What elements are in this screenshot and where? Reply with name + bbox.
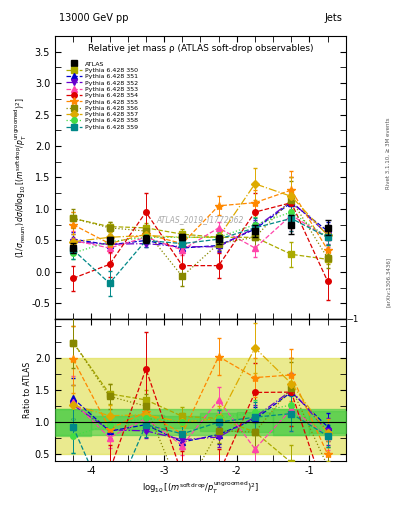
Legend: ATLAS, Pythia 6.428 350, Pythia 6.428 351, Pythia 6.428 352, Pythia 6.428 353, P: ATLAS, Pythia 6.428 350, Pythia 6.428 35… — [64, 59, 141, 132]
Text: −1: −1 — [346, 315, 358, 324]
Text: Relative jet mass ρ (ATLAS soft-drop observables): Relative jet mass ρ (ATLAS soft-drop obs… — [88, 45, 313, 53]
Y-axis label: $(1/\sigma_\mathrm{resum})\,d\sigma/d\log_{10}[(m^\mathrm{soft\,drop}/p_T^\mathr: $(1/\sigma_\mathrm{resum})\,d\sigma/d\lo… — [12, 97, 29, 258]
X-axis label: $\log_{10}[(m^\mathrm{soft\,drop}/p_T^\mathrm{ungroomed})^2]$: $\log_{10}[(m^\mathrm{soft\,drop}/p_T^\m… — [142, 480, 259, 496]
Bar — [55, 409, 346, 435]
Text: Jets: Jets — [324, 13, 342, 23]
Y-axis label: Ratio to ATLAS: Ratio to ATLAS — [23, 362, 32, 418]
Text: Rivet 3.1.10, ≥ 3M events: Rivet 3.1.10, ≥ 3M events — [386, 118, 391, 189]
Text: [arXiv:1306.3436]: [arXiv:1306.3436] — [386, 257, 391, 307]
Bar — [55, 358, 346, 454]
Text: 13000 GeV pp: 13000 GeV pp — [59, 13, 129, 23]
Text: ATLAS_2019_I1772062: ATLAS_2019_I1772062 — [157, 216, 244, 224]
